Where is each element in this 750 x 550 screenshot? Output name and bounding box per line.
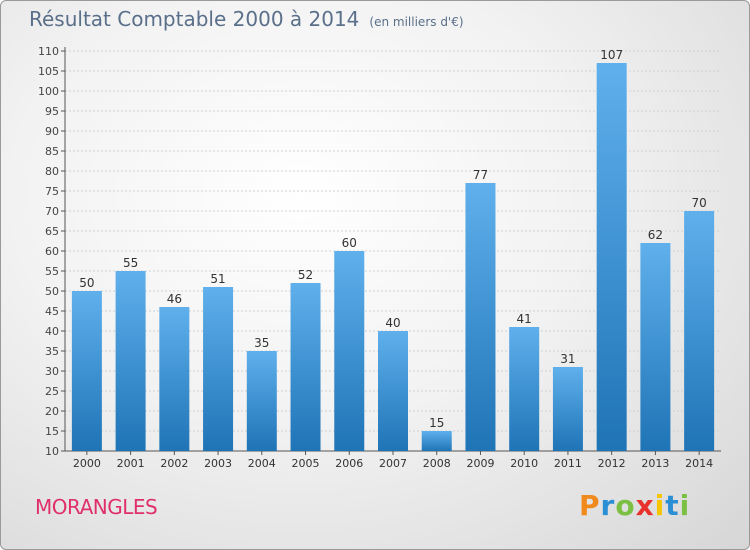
brand-letter: o <box>615 489 636 522</box>
bar-2009 <box>465 183 496 451</box>
y-tick-label: 20 <box>45 405 59 418</box>
x-axis-ticks: 2000 2001 2002 2003 2004 2005 2006 2007 2008 2009… <box>73 451 713 470</box>
x-tick-label-2012: 2012 <box>598 457 626 470</box>
value-label-2014: 70 <box>691 196 706 210</box>
x-tick-label-2003: 2003 <box>204 457 232 470</box>
bar-2011 <box>552 367 583 451</box>
y-tick-label: 25 <box>45 385 59 398</box>
bar-2002 <box>159 307 190 451</box>
value-label-2000: 50 <box>79 276 94 290</box>
bars: 50 55 46 51 35 52 60 40 15 77 41 31 107 62 70 <box>71 48 715 451</box>
value-label-2007: 40 <box>385 316 400 330</box>
value-label-2013: 62 <box>648 228 663 242</box>
y-tick-label: 85 <box>45 145 59 158</box>
bar-2006 <box>334 251 365 451</box>
x-tick-label-2009: 2009 <box>466 457 494 470</box>
chart-subtitle: (en milliers d'€) <box>369 15 464 29</box>
y-tick-label: 80 <box>45 165 59 178</box>
bar-2001 <box>115 271 146 451</box>
y-tick-label: 55 <box>45 265 59 278</box>
bar-2004 <box>246 351 277 451</box>
value-label-2008: 15 <box>429 416 444 430</box>
y-tick-label: 110 <box>38 45 59 58</box>
brand-letter: r <box>600 489 616 522</box>
x-tick-label-2000: 2000 <box>73 457 101 470</box>
y-tick-label: 90 <box>45 125 59 138</box>
brand-letter: i <box>654 489 666 522</box>
x-tick-label-2008: 2008 <box>423 457 451 470</box>
proxiti-logo: Proxiti <box>579 489 690 522</box>
bar-2007 <box>378 331 408 451</box>
brand-letter: P <box>579 489 601 522</box>
y-tick-label: 15 <box>45 425 59 438</box>
value-label-2001: 55 <box>123 256 138 270</box>
bar-2010 <box>509 327 540 451</box>
bar-2000 <box>71 291 102 451</box>
y-tick-label: 70 <box>45 205 59 218</box>
x-tick-label-2006: 2006 <box>335 457 363 470</box>
value-label-2003: 51 <box>210 272 225 286</box>
y-tick-label: 40 <box>45 325 59 338</box>
x-tick-label-2010: 2010 <box>510 457 538 470</box>
value-label-2012: 107 <box>600 48 623 62</box>
y-tick-label: 30 <box>45 365 59 378</box>
town-name: MORANGLES <box>35 495 158 519</box>
bar-2003 <box>203 287 234 451</box>
y-tick-label: 45 <box>45 305 59 318</box>
y-tick-label: 10 <box>45 445 59 458</box>
y-tick-label: 60 <box>45 245 59 258</box>
x-tick-label-2005: 2005 <box>292 457 320 470</box>
y-tick-label: 35 <box>45 345 59 358</box>
bar-2012 <box>596 63 627 451</box>
value-label-2010: 41 <box>517 312 532 326</box>
x-tick-label-2013: 2013 <box>641 457 669 470</box>
bar-2013 <box>640 243 671 451</box>
value-label-2002: 46 <box>167 292 182 306</box>
value-label-2005: 52 <box>298 268 313 282</box>
x-tick-label-2004: 2004 <box>248 457 276 470</box>
x-tick-label-2014: 2014 <box>685 457 713 470</box>
y-tick-label: 65 <box>45 225 59 238</box>
chart-title: Résultat Comptable 2000 à 2014 (en millie… <box>29 7 464 31</box>
y-tick-label: 100 <box>38 85 59 98</box>
y-tick-label: 75 <box>45 185 59 198</box>
title-text: Résultat Comptable 2000 à 2014 <box>29 7 360 31</box>
y-tick-label: 50 <box>45 285 59 298</box>
x-tick-label-2011: 2011 <box>554 457 582 470</box>
y-tick-label: 105 <box>38 65 59 78</box>
brand-letter: x <box>635 489 655 522</box>
brand-letter: t <box>665 489 680 522</box>
y-axis-ticks: 10 15 20 25 30 35 40 45 50 55 60 65 70 75 80 85 90 95 100 1… <box>38 45 65 458</box>
y-tick-label: 95 <box>45 105 59 118</box>
brand-letter: i <box>679 489 691 522</box>
value-label-2004: 35 <box>254 336 269 350</box>
x-tick-label-2007: 2007 <box>379 457 407 470</box>
x-tick-label-2001: 2001 <box>117 457 145 470</box>
bar-2005 <box>290 283 321 451</box>
x-tick-label-2002: 2002 <box>160 457 188 470</box>
bar-2014 <box>684 211 715 451</box>
bar-2008 <box>421 431 452 451</box>
value-label-2011: 31 <box>560 352 575 366</box>
value-label-2006: 60 <box>342 236 357 250</box>
value-label-2009: 77 <box>473 168 488 182</box>
